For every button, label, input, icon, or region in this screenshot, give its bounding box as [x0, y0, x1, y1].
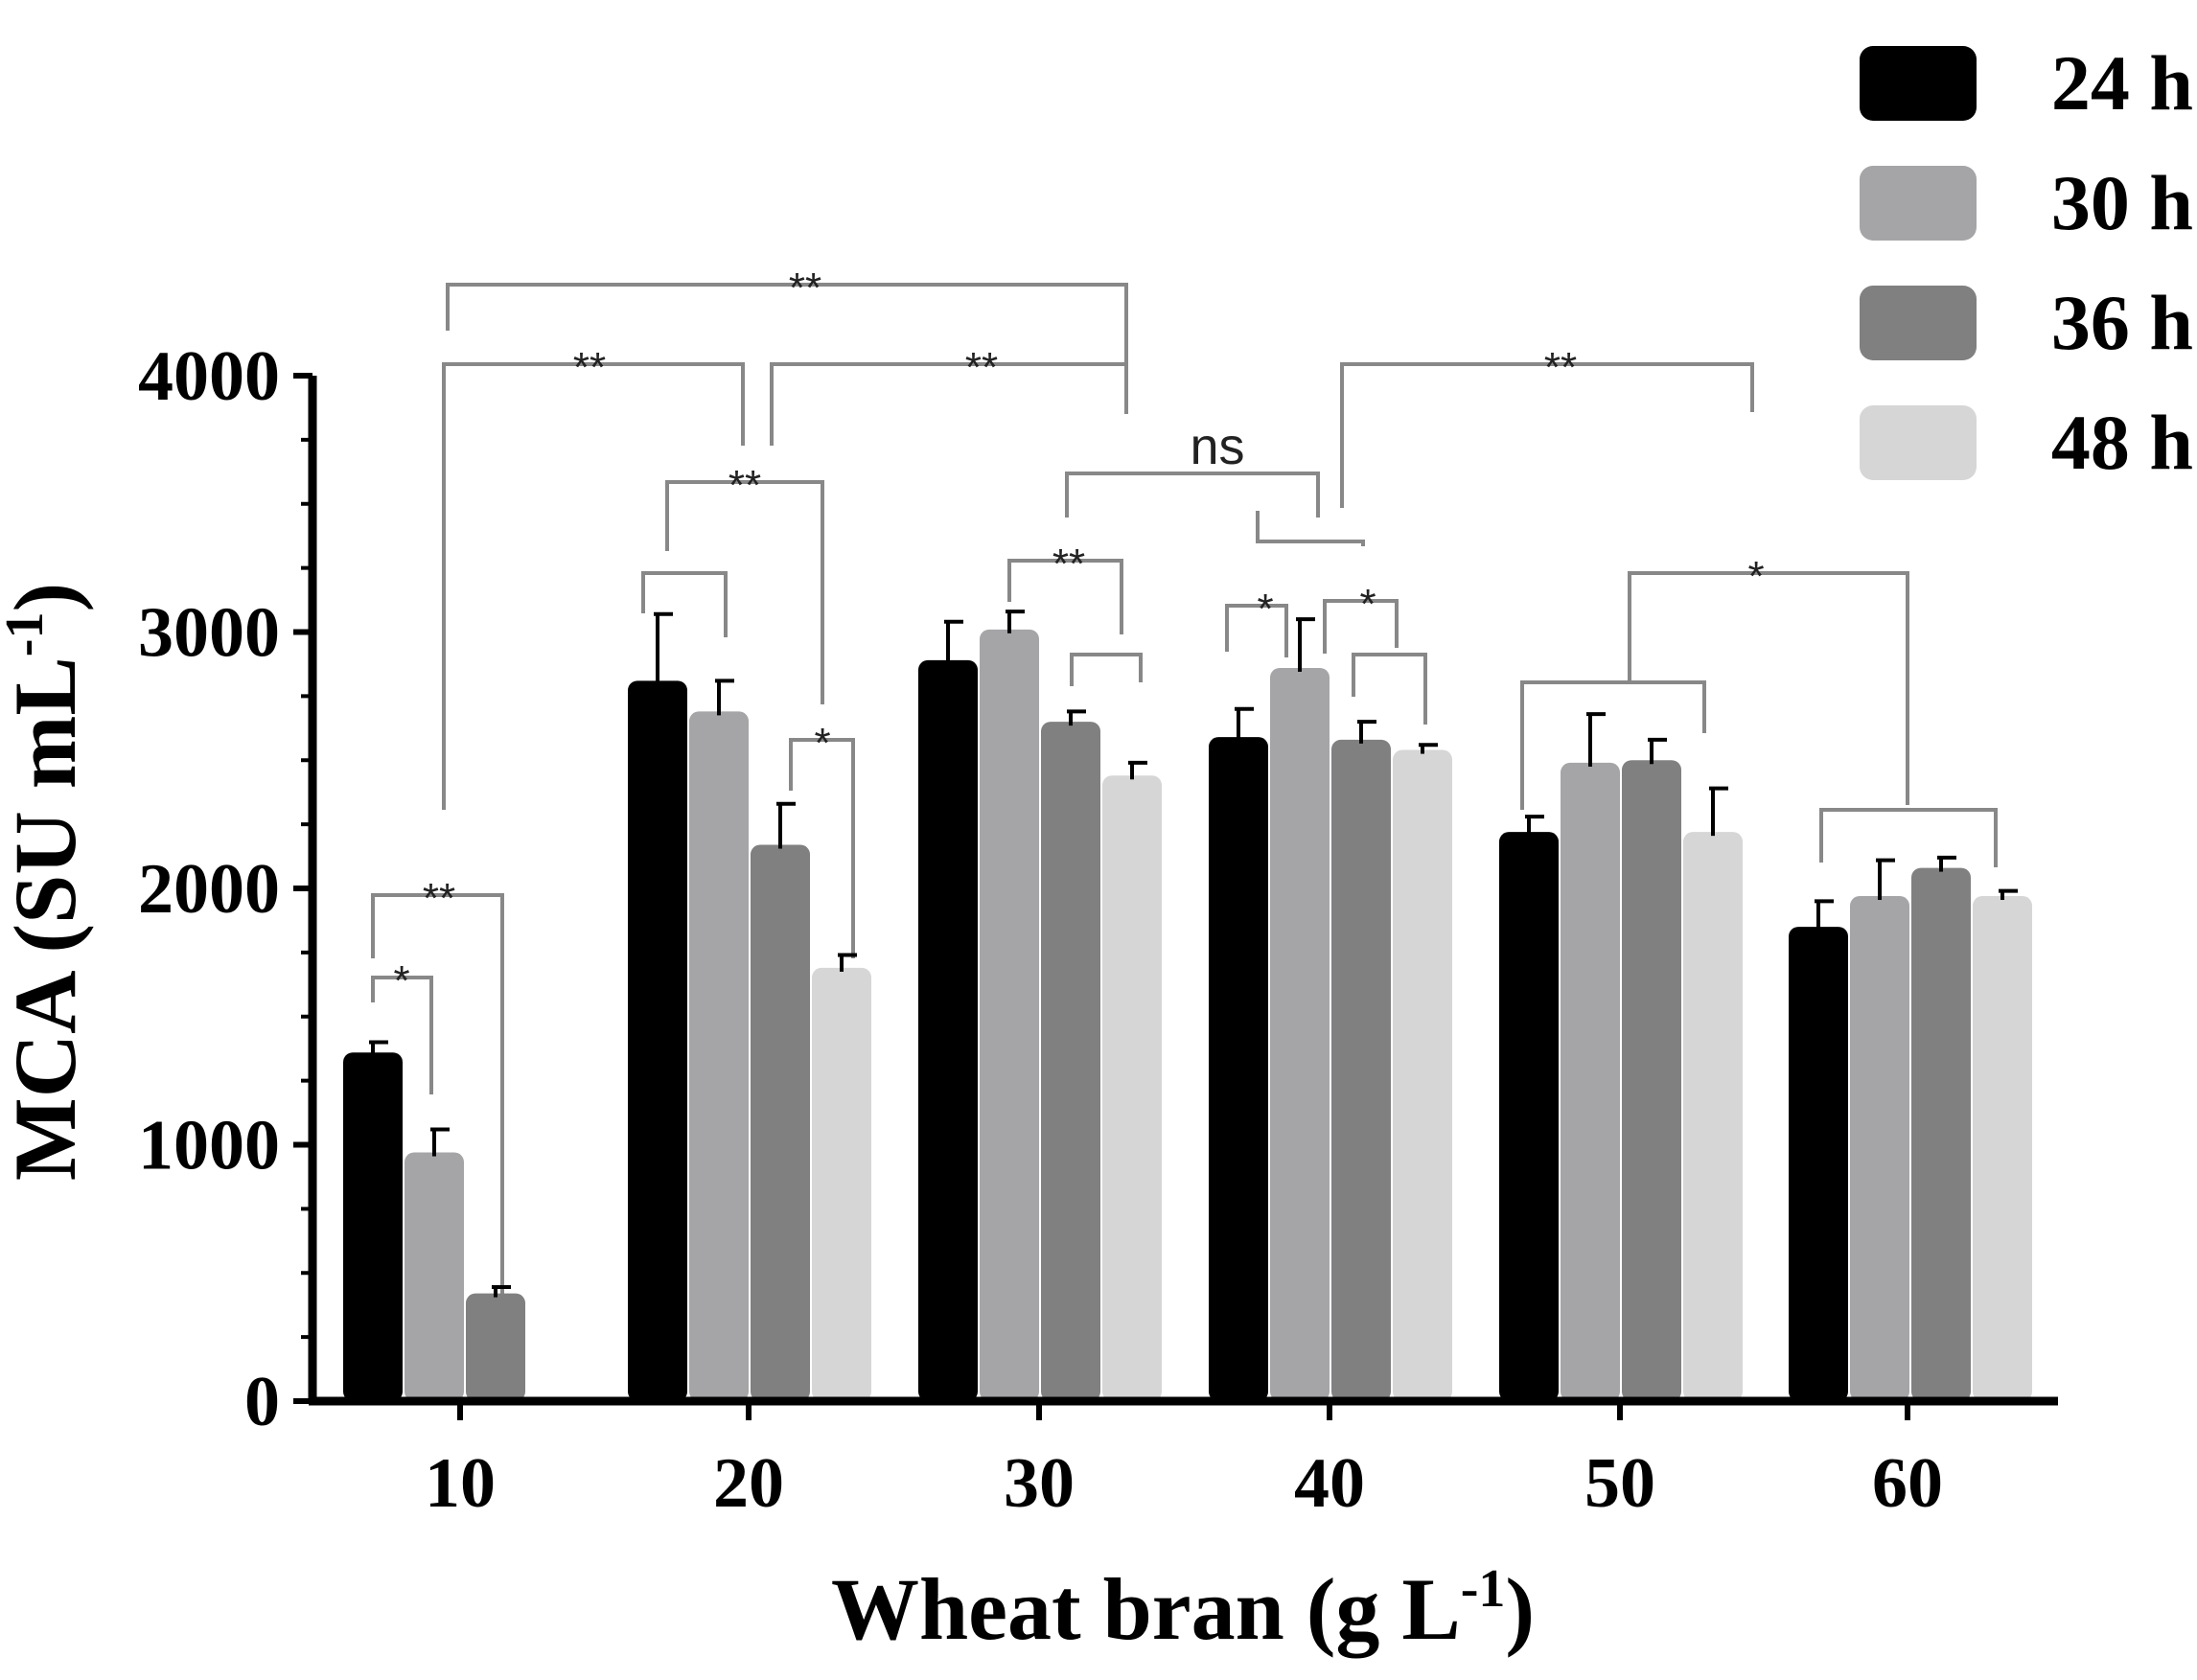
significance-bracket: [789, 738, 855, 958]
significance-bracket: [1225, 604, 1288, 657]
bar: [405, 1152, 464, 1401]
bar: [1499, 832, 1559, 1401]
x-tick-label: 60: [1872, 1444, 1943, 1523]
significance-brackets: **************ns*** **: [371, 265, 1998, 1351]
bar: [918, 659, 978, 1401]
legend-swatch: [1860, 166, 1977, 241]
bar: [751, 844, 810, 1401]
significance-bracket: [1065, 472, 1320, 518]
x-axis-title: Wheat bran (g L-1): [831, 1559, 1535, 1658]
significance-label: *: [1747, 553, 1764, 600]
significance-bracket: [371, 893, 504, 1351]
bar: [628, 680, 687, 1401]
significance-sub-bracket: [1352, 653, 1427, 725]
bar: [1850, 896, 1909, 1401]
y-axis-title: MCA (SU mL-1): [0, 583, 94, 1181]
bar: [1911, 867, 1971, 1401]
significance-label: **: [728, 462, 761, 509]
y-tick-label: 3000: [138, 594, 280, 673]
legend-label: 30 h: [2051, 159, 2193, 246]
legend-swatch: [1860, 405, 1977, 480]
significance-label: **: [423, 875, 455, 922]
bar: [1789, 927, 1848, 1401]
bar: [1393, 749, 1452, 1401]
significance-label: *: [814, 720, 830, 767]
y-ticks: 0 1000 2000 3000 4000: [138, 337, 312, 1441]
bar: [1561, 762, 1620, 1401]
significance-label: *: [1257, 586, 1273, 633]
bar: [466, 1293, 525, 1401]
bar: [980, 629, 1039, 1401]
significance-bracket: [442, 362, 745, 810]
y-tick-label: 4000: [138, 337, 280, 416]
significance-label: **: [1052, 541, 1085, 587]
significance-label: **: [965, 344, 998, 391]
bar: [1102, 775, 1162, 1401]
bar: [689, 711, 749, 1401]
legend-swatch: [1860, 46, 1977, 121]
significance-bracket: [371, 976, 433, 1094]
y-axis-title-superscript: -1: [0, 612, 55, 657]
significance-sub-bracket: [641, 571, 728, 637]
x-tick-label: 10: [425, 1444, 496, 1523]
error-bars: [369, 610, 2018, 1298]
bar: [1622, 760, 1681, 1401]
x-tick-label: 20: [713, 1444, 784, 1523]
significance-bracket: [770, 362, 1128, 446]
bar: [343, 1052, 403, 1401]
significance-label: **: [573, 344, 606, 391]
y-tick-label: 1000: [138, 1107, 280, 1185]
x-tick-label: 30: [1004, 1444, 1075, 1523]
significance-bracket: [446, 283, 1128, 414]
bar: [1973, 896, 2032, 1401]
bar: [812, 967, 871, 1401]
legend-label: 24 h: [2051, 39, 2193, 127]
x-axis-title-superscript: -1: [1461, 1559, 1506, 1619]
significance-sub-bracket: [1520, 680, 1706, 810]
significance-label: **: [1544, 344, 1577, 391]
legend-swatch: [1860, 286, 1977, 360]
x-tick-label: 40: [1294, 1444, 1365, 1523]
x-tick-label: 50: [1584, 1444, 1655, 1523]
bar: [1041, 722, 1100, 1401]
significance-label: **: [789, 265, 821, 311]
legend: 24 h 30 h 36 h 48 h: [1860, 39, 2193, 486]
significance-bracket: [1628, 571, 1909, 805]
significance-bracket: [1007, 559, 1123, 634]
x-ticks: 10 20 30 40 50 60: [425, 1401, 1943, 1523]
legend-label: 36 h: [2051, 279, 2193, 366]
y-tick-label: 0: [244, 1363, 280, 1441]
significance-sub-bracket: [1819, 808, 1998, 867]
bar: [1331, 739, 1391, 1401]
bars: [343, 629, 2032, 1401]
bar: [1683, 832, 1743, 1401]
significance-label: ns: [1190, 418, 1244, 475]
significance-bracket: [1340, 362, 1754, 508]
significance-label: *: [1359, 581, 1376, 628]
significance-sub-bracket: [1070, 653, 1143, 686]
bar: [1209, 737, 1268, 1401]
significance-bracket: [1323, 599, 1399, 654]
significance-sub-bracket: [1256, 511, 1365, 546]
significance-label: *: [393, 957, 409, 1004]
bar: [1270, 667, 1330, 1401]
y-tick-label: 2000: [138, 850, 280, 929]
significance-bracket: [665, 480, 824, 704]
legend-label: 48 h: [2051, 399, 2193, 486]
